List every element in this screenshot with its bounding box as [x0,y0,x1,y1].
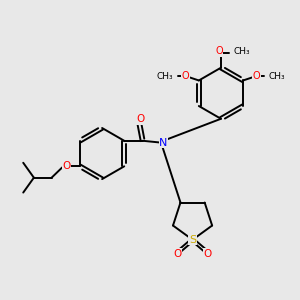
Text: O: O [215,46,223,56]
Text: O: O [182,71,189,81]
Text: O: O [136,115,145,124]
Text: N: N [159,138,167,148]
Text: S: S [189,235,196,245]
Text: CH₃: CH₃ [233,47,250,56]
Text: O: O [253,71,260,81]
Text: O: O [204,249,212,259]
Text: O: O [62,161,70,171]
Text: CH₃: CH₃ [156,72,173,81]
Text: O: O [173,249,182,259]
Text: CH₃: CH₃ [269,72,286,81]
